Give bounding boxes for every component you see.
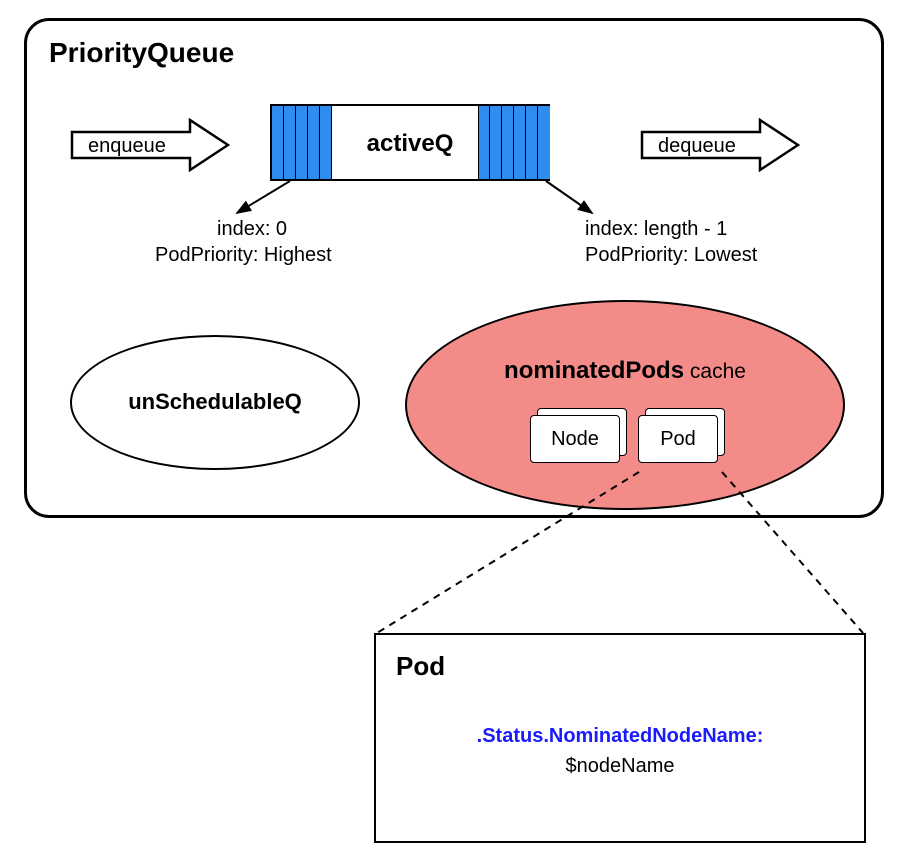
- pod-detail-field-text: .Status.NominatedNodeName:: [477, 725, 764, 747]
- pod-detail-box: Pod .Status.NominatedNodeName: $nodeName: [374, 633, 866, 843]
- pod-detail-field: .Status.NominatedNodeName:: [376, 725, 864, 748]
- pod-detail-title: Pod: [396, 651, 445, 682]
- pod-detail-value: $nodeName: [376, 755, 864, 778]
